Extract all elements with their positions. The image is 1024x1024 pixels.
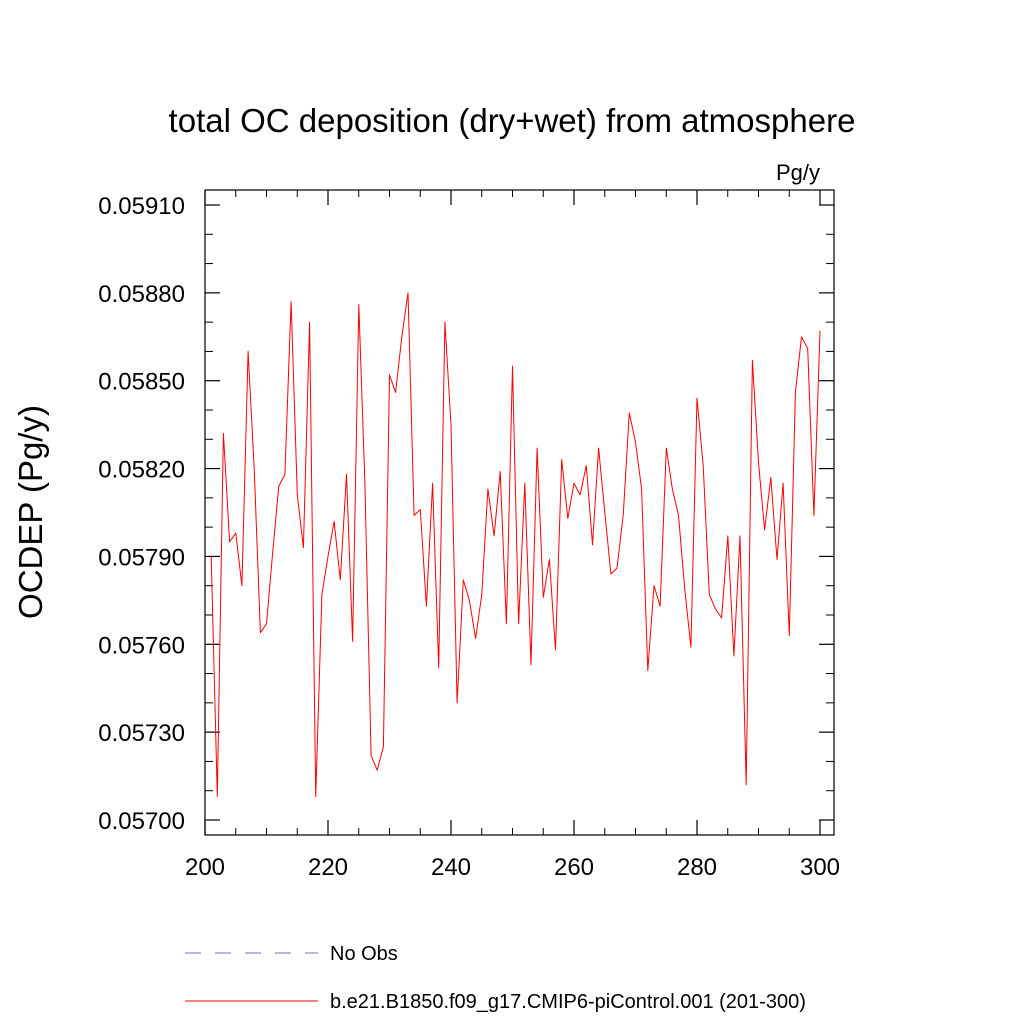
x-tick-label: 280 <box>677 854 717 881</box>
chart-title: total OC deposition (dry+wet) from atmos… <box>169 102 856 139</box>
y-tick-label: 0.05910 <box>98 193 185 220</box>
units-label: Pg/y <box>776 160 820 185</box>
y-axis-label: OCDEP (Pg/y) <box>12 405 49 619</box>
axes: 200 220 240 260 280 300 0.05700 0.05730 0.05760 0… <box>98 189 840 881</box>
series-line <box>210 292 821 798</box>
legend-label: No Obs <box>330 943 398 965</box>
y-tick-label: 0.05820 <box>98 457 185 484</box>
series-group <box>210 292 821 798</box>
x-tick-label: 240 <box>431 854 471 881</box>
y-tick-label: 0.05880 <box>98 281 185 308</box>
y-tick-label: 0.05760 <box>98 632 185 659</box>
y-tick-label: 0.05850 <box>98 369 185 396</box>
y-tick-label: 0.05700 <box>98 808 185 835</box>
y-tick-label: 0.05730 <box>98 720 185 747</box>
x-tick-label: 220 <box>308 854 348 881</box>
legend-label: b.e21.B1850.f09_g17.CMIP6-piControl.001 … <box>330 991 806 1013</box>
legend: No Obs b.e21.B1850.f09_g17.CMIP6-piContro… <box>185 943 806 1013</box>
plot-frame <box>204 189 835 836</box>
x-tick-label: 300 <box>800 854 840 881</box>
y-tick-label: 0.05790 <box>98 544 185 571</box>
x-tick-label: 200 <box>185 854 225 881</box>
x-tick-label: 260 <box>554 854 594 881</box>
